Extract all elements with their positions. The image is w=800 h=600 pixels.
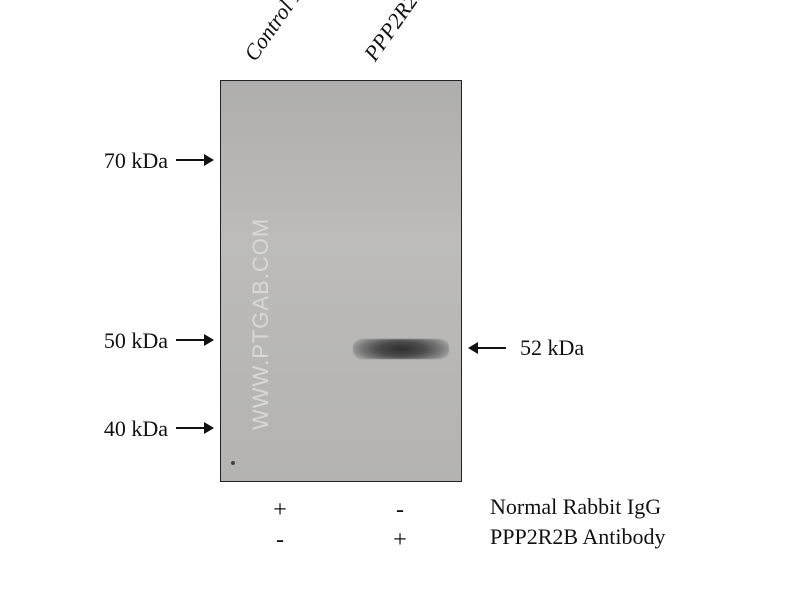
lane-label-ppp2r2b: PPP2R2B [359, 0, 431, 66]
band-label-52: 52 kDa [520, 335, 584, 361]
treatment-grid: + - - + [220, 495, 460, 555]
mw-label-50: 50 kDa [18, 328, 168, 354]
mw-arrow-70 [176, 159, 212, 161]
western-blot-figure: Control IgG PPP2R2B WWW.PTGAB.COM 70 kDa… [0, 0, 800, 600]
legend-ppp2r2b-ab: PPP2R2B Antibody [490, 524, 665, 550]
mw-arrow-50 [176, 339, 212, 341]
treatment-row-igg: + - [220, 495, 460, 525]
treatment-cell: + [220, 497, 340, 524]
watermark-text: WWW.PTGAB.COM [248, 218, 274, 430]
treatment-row-ab: - + [220, 525, 460, 555]
mw-label-40: 40 kDa [18, 416, 168, 442]
treatment-cell: - [220, 527, 340, 554]
band-52kda [353, 339, 449, 359]
treatment-cell: + [340, 527, 460, 554]
treatment-cell: - [340, 497, 460, 524]
mw-arrow-40 [176, 427, 212, 429]
mw-label-70: 70 kDa [18, 148, 168, 174]
legend-normal-igg: Normal Rabbit IgG [490, 494, 661, 520]
artifact-speck [231, 461, 235, 465]
band-arrow [470, 347, 506, 349]
lane-label-control: Control IgG [239, 0, 322, 66]
